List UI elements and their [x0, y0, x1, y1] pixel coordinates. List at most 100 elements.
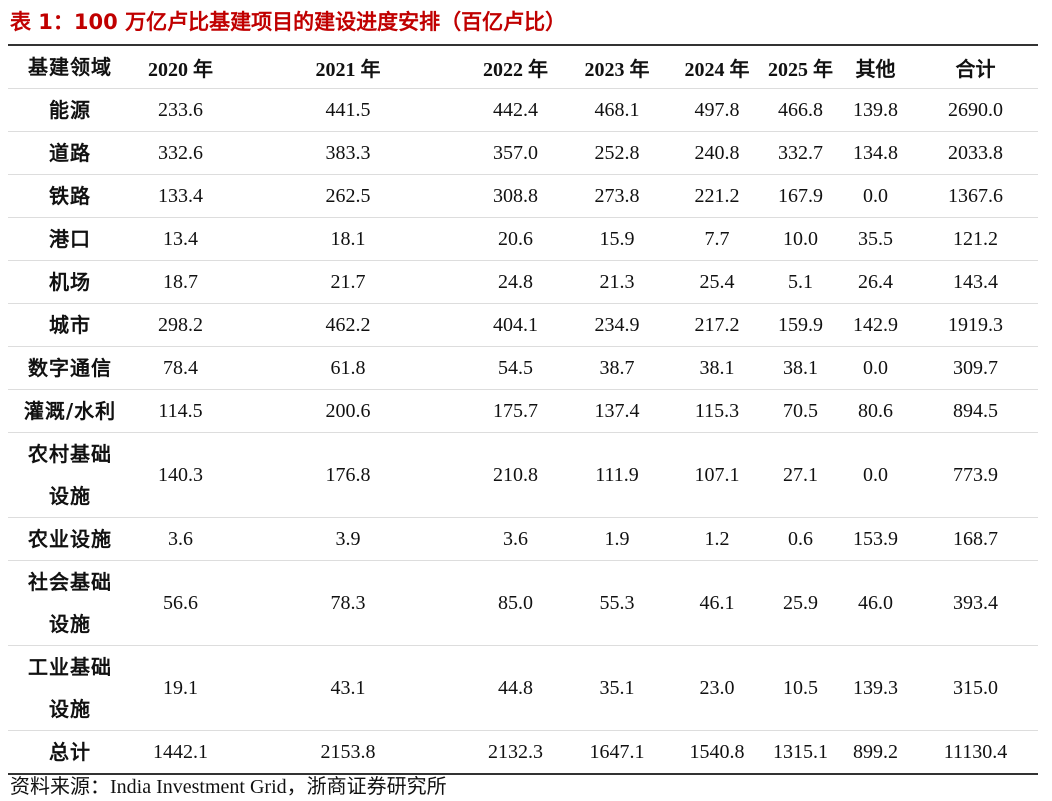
value-cell: 134.8	[838, 131, 913, 175]
value-cell: 221.2	[671, 174, 763, 218]
value-cell: 7.7	[671, 217, 763, 261]
value-cell: 26.4	[838, 260, 913, 304]
value-cell: 43.1	[228, 645, 468, 731]
value-cell: 54.5	[468, 346, 563, 390]
value-cell: 35.5	[838, 217, 913, 261]
value-cell: 13.4	[133, 217, 228, 261]
table-row: 数字通信 78.4 61.8 54.5 38.7 38.1 38.1 0.0 309.7	[8, 346, 1038, 390]
row-label-cell: 灌溉/水利	[8, 389, 133, 433]
value-cell: 383.3	[228, 131, 468, 175]
value-cell: 175.7	[468, 389, 563, 433]
value-cell: 273.8	[563, 174, 671, 218]
table-row: 机场 18.7 21.7 24.8 21.3 25.4 5.1 26.4 143.4	[8, 260, 1038, 304]
row-label: 港口	[49, 227, 91, 251]
value-cell: 121.2	[913, 217, 1038, 261]
value-cell: 23.0	[671, 645, 763, 731]
value-cell: 167.9	[763, 174, 838, 218]
value-cell: 56.6	[133, 560, 228, 646]
table-row: 农村基础设施 140.3 176.8 210.8 111.9 107.1 27.1 0.0 77…	[8, 432, 1038, 518]
value-cell: 357.0	[468, 131, 563, 175]
value-cell: 38.1	[763, 346, 838, 390]
row-label: 城市	[49, 313, 91, 337]
value-cell: 27.1	[763, 432, 838, 518]
value-cell: 18.7	[133, 260, 228, 304]
value-cell: 262.5	[228, 174, 468, 218]
header-cell: 2020 年	[133, 45, 228, 89]
value-cell: 143.4	[913, 260, 1038, 304]
value-cell: 142.9	[838, 303, 913, 347]
value-cell: 404.1	[468, 303, 563, 347]
value-cell: 85.0	[468, 560, 563, 646]
row-label: 灌溉/水利	[23, 399, 117, 423]
value-cell: 21.3	[563, 260, 671, 304]
value-cell: 298.2	[133, 303, 228, 347]
value-cell: 468.1	[563, 88, 671, 132]
value-cell: 1.2	[671, 517, 763, 561]
value-cell: 252.8	[563, 131, 671, 175]
data-table: 基建领域 2020 年 2021 年 2022 年 2023 年 2024 年 2025 年…	[8, 44, 1038, 775]
value-cell: 5.1	[763, 260, 838, 304]
header-cell: 2023 年	[563, 45, 671, 89]
header-cell: 其他	[838, 45, 913, 89]
value-cell: 1367.6	[913, 174, 1038, 218]
header-cell: 2025 年	[763, 45, 838, 89]
table-title: 表 1：100 万亿卢比基建项目的建设进度安排（百亿卢比）	[10, 10, 567, 34]
value-cell: 18.1	[228, 217, 468, 261]
row-label-cell: 农业设施	[8, 517, 133, 561]
value-cell: 78.3	[228, 560, 468, 646]
row-label-cell: 铁路	[8, 174, 133, 218]
value-cell: 61.8	[228, 346, 468, 390]
row-label-cell: 机场	[8, 260, 133, 304]
value-cell: 1919.3	[913, 303, 1038, 347]
value-cell: 19.1	[133, 645, 228, 731]
table-row: 能源 233.6 441.5 442.4 468.1 497.8 466.8 139.8 269…	[8, 88, 1038, 132]
value-cell: 210.8	[468, 432, 563, 518]
value-cell: 1.9	[563, 517, 671, 561]
table-row: 工业基础设施 19.1 43.1 44.8 35.1 23.0 10.5 139.3 315.0	[8, 645, 1038, 731]
header-cell: 基建领域	[8, 45, 133, 89]
row-label-cell: 数字通信	[8, 346, 133, 390]
row-label: 总计	[49, 740, 91, 764]
row-label: 农村基础设施	[28, 442, 112, 508]
row-label: 工业基础设施	[28, 655, 112, 721]
value-cell: 442.4	[468, 88, 563, 132]
table-row: 灌溉/水利 114.5 200.6 175.7 137.4 115.3 70.5 80.6 89…	[8, 389, 1038, 433]
row-label: 农业设施	[28, 527, 112, 551]
value-cell: 332.6	[133, 131, 228, 175]
value-cell: 0.0	[838, 174, 913, 218]
value-cell: 70.5	[763, 389, 838, 433]
table-row: 社会基础设施 56.6 78.3 85.0 55.3 46.1 25.9 46.0 393.4	[8, 560, 1038, 646]
value-cell: 2132.3	[468, 730, 563, 775]
value-cell: 115.3	[671, 389, 763, 433]
value-cell: 466.8	[763, 88, 838, 132]
value-cell: 137.4	[563, 389, 671, 433]
value-cell: 159.9	[763, 303, 838, 347]
value-cell: 107.1	[671, 432, 763, 518]
value-cell: 2153.8	[228, 730, 468, 775]
value-cell: 0.6	[763, 517, 838, 561]
value-cell: 3.6	[133, 517, 228, 561]
value-cell: 10.0	[763, 217, 838, 261]
value-cell: 140.3	[133, 432, 228, 518]
value-cell: 200.6	[228, 389, 468, 433]
header-row: 基建领域 2020 年 2021 年 2022 年 2023 年 2024 年 2025 年…	[8, 45, 1038, 89]
value-cell: 78.4	[133, 346, 228, 390]
value-cell: 3.9	[228, 517, 468, 561]
value-cell: 168.7	[913, 517, 1038, 561]
table-row: 港口 13.4 18.1 20.6 15.9 7.7 10.0 35.5 121.2	[8, 217, 1038, 261]
value-cell: 1442.1	[133, 730, 228, 775]
row-label-cell: 能源	[8, 88, 133, 132]
row-label: 道路	[49, 141, 91, 165]
table-row: 总计 1442.1 2153.8 2132.3 1647.1 1540.8 1315.1 89…	[8, 730, 1038, 775]
value-cell: 899.2	[838, 730, 913, 775]
row-label: 社会基础设施	[28, 570, 112, 636]
value-cell: 114.5	[133, 389, 228, 433]
value-cell: 25.4	[671, 260, 763, 304]
table-row: 道路 332.6 383.3 357.0 252.8 240.8 332.7 134.8 203…	[8, 131, 1038, 175]
value-cell: 35.1	[563, 645, 671, 731]
table-row: 铁路 133.4 262.5 308.8 273.8 221.2 167.9 0.0 1367.…	[8, 174, 1038, 218]
value-cell: 133.4	[133, 174, 228, 218]
value-cell: 21.7	[228, 260, 468, 304]
value-cell: 38.7	[563, 346, 671, 390]
